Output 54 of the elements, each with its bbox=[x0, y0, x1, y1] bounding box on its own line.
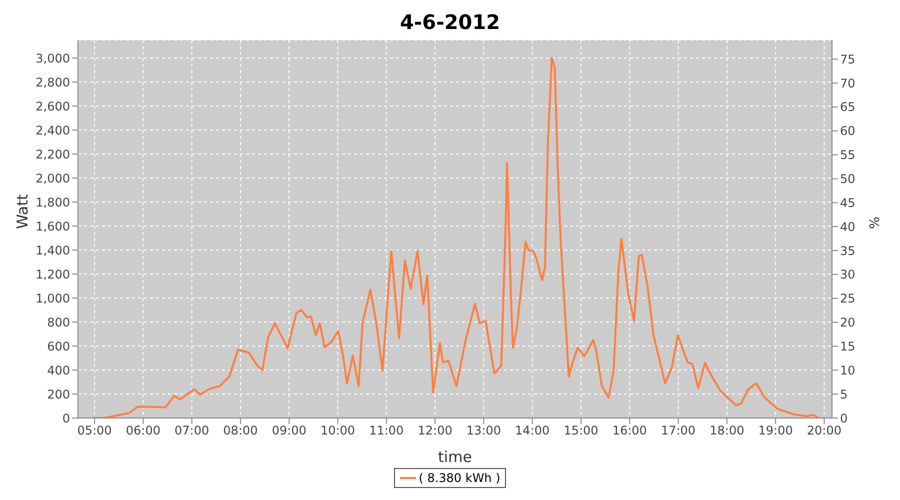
x-tick-label: 13:00 bbox=[466, 424, 501, 438]
y-tick-label: 400 bbox=[47, 363, 70, 378]
y2-tick-label: 0 bbox=[840, 411, 848, 426]
y-tick-label: 2,000 bbox=[36, 171, 70, 186]
x-tick-label: 19:00 bbox=[758, 424, 793, 438]
y2-tick-label: 55 bbox=[840, 148, 856, 162]
y-tick-label: 2,200 bbox=[36, 147, 70, 162]
y-axis-title: Watt bbox=[13, 194, 32, 229]
x-tick-label: 17:00 bbox=[660, 424, 696, 438]
y2-tick-label: 5 bbox=[840, 387, 848, 402]
y2-tick-label: 70 bbox=[840, 76, 856, 90]
x-tick-label: 10:00 bbox=[320, 424, 356, 438]
y-tick-label: 1,400 bbox=[36, 243, 70, 258]
y-tick-label: 200 bbox=[47, 387, 70, 402]
y-tick-label: 2,600 bbox=[36, 99, 70, 114]
y-tick-label: 0 bbox=[62, 411, 70, 426]
y-tick-label: 1,600 bbox=[36, 219, 70, 234]
y2-tick-label: 50 bbox=[840, 172, 856, 186]
y-tick-label: 1,800 bbox=[36, 195, 70, 210]
y2-tick-label: 60 bbox=[840, 124, 856, 138]
x-tick-label: 05:00 bbox=[77, 424, 112, 438]
y2-tick-label: 20 bbox=[840, 316, 856, 330]
x-tick-label: 07:00 bbox=[174, 424, 210, 438]
line-series bbox=[92, 57, 820, 418]
y2-tick-label: 45 bbox=[840, 196, 856, 210]
x-tick-label: 11:00 bbox=[369, 424, 404, 438]
y-tick-label: 600 bbox=[47, 339, 70, 354]
y2-tick-label: 15 bbox=[840, 339, 856, 354]
y2-tick-label: 25 bbox=[840, 292, 856, 306]
x-tick-label: 06:00 bbox=[126, 424, 160, 438]
y-tick-label: 3,000 bbox=[36, 51, 70, 66]
x-tick-label: 18:00 bbox=[710, 424, 744, 438]
y-tick-label: 2,800 bbox=[36, 75, 70, 90]
x-axis-title: time bbox=[438, 448, 472, 466]
y2-tick-label: 40 bbox=[840, 220, 856, 234]
legend-label: ( 8.380 kWh ) bbox=[418, 471, 500, 485]
y2-axis-title: % bbox=[865, 216, 880, 229]
y2-tick-label: 75 bbox=[840, 52, 856, 66]
x-tick-label: 14:00 bbox=[515, 424, 550, 438]
y2-tick-label: 35 bbox=[840, 244, 856, 258]
x-tick-label: 20:00 bbox=[806, 424, 842, 438]
chart-title: 4-6-2012 bbox=[398, 9, 502, 36]
x-tick-label: 09:00 bbox=[272, 424, 306, 438]
x-tick-label: 08:00 bbox=[223, 424, 258, 438]
y2-tick-label: 30 bbox=[840, 268, 856, 282]
y-tick-label: 2,400 bbox=[36, 123, 70, 138]
x-tick-label: 12:00 bbox=[418, 424, 452, 438]
y2-tick-label: 10 bbox=[840, 363, 856, 378]
x-tick-label: 16:00 bbox=[612, 424, 647, 438]
y-tick-label: 1,200 bbox=[36, 267, 70, 282]
y-tick-label: 1,000 bbox=[36, 291, 70, 306]
x-tick-label: 15:00 bbox=[564, 424, 598, 438]
y-tick-label: 800 bbox=[47, 315, 70, 330]
y2-tick-label: 65 bbox=[840, 100, 856, 114]
